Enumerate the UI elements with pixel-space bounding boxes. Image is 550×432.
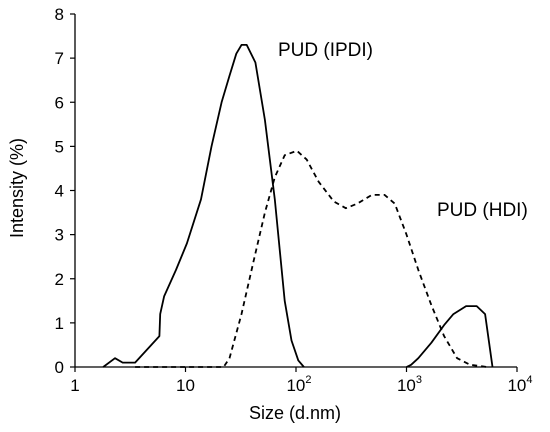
x-tick-label-2: 102 [286,374,311,395]
y-tick-label-7: 7 [55,49,64,68]
series-line-0 [102,44,305,368]
y-axis: 0 1 2 3 4 5 6 7 8 [55,5,76,377]
series-line-1 [135,149,488,368]
plot-series-layer [102,44,494,368]
x-tick-label-3: 103 [397,374,422,395]
y-tick-label-4: 4 [55,182,64,201]
y-tick-label-6: 6 [55,93,64,112]
y-tick-label-5: 5 [55,137,64,156]
y-tick-label-1: 1 [55,314,64,333]
x-axis: 1 10 102 103 104 [70,366,533,395]
y-axis-title: Intensity (%) [7,138,27,238]
y-tick-label-3: 3 [55,226,64,245]
x-tick-label-1: 10 [176,376,195,395]
y-tick-label-0: 0 [55,358,64,377]
x-tick-label-4: 104 [507,374,532,395]
annotation-pud-hdi: PUD (HDI) [437,200,528,221]
x-tick-label-0: 1 [70,376,79,395]
y-tick-label-8: 8 [55,5,64,24]
x-axis-title: Size (d.nm) [249,403,341,423]
annotation-pud-ipdi: PUD (IPDI) [278,40,373,61]
series-line-2 [406,305,494,368]
y-tick-label-2: 2 [55,270,64,289]
